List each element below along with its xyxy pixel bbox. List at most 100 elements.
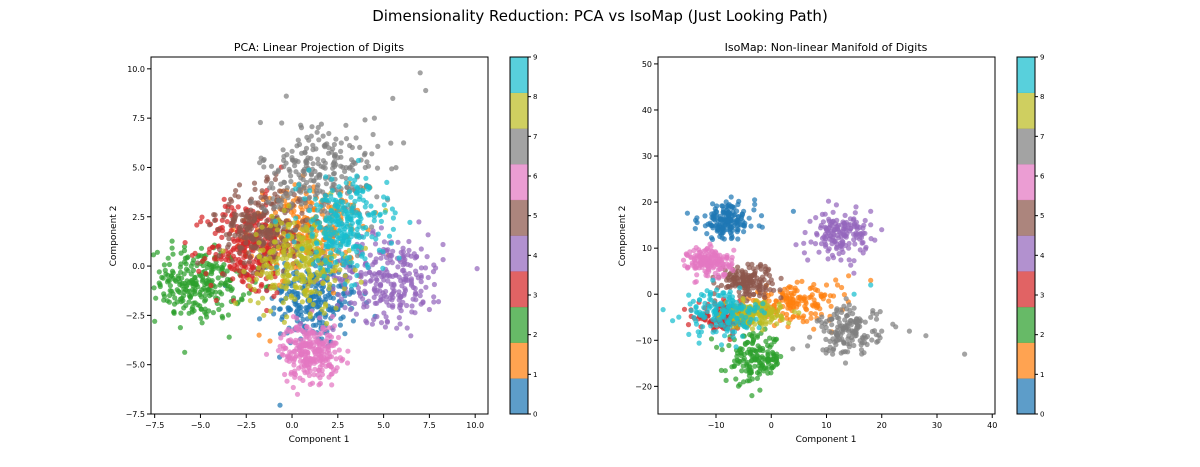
- isomap-point: [854, 231, 861, 237]
- isomap-point: [740, 363, 746, 369]
- isomap-colorbar-segment: [1017, 92, 1035, 129]
- pca-point: [384, 318, 390, 324]
- pca-point: [268, 163, 275, 169]
- pca-point: [348, 223, 354, 229]
- pca-point: [251, 180, 258, 186]
- isomap-point: [741, 277, 747, 283]
- pca-colorbar-segment: [510, 92, 528, 129]
- pca-point: [371, 259, 377, 265]
- pca-point: [389, 166, 395, 172]
- isomap-point: [784, 311, 790, 317]
- isomap-colorbar-frame: [1016, 56, 1036, 415]
- isomap-point: [800, 319, 806, 325]
- pca-point: [314, 270, 320, 276]
- pca-point: [390, 226, 396, 232]
- isomap-x-tick-label: 20: [877, 421, 887, 430]
- pca-point: [291, 239, 297, 245]
- isomap-point: [714, 225, 721, 231]
- isomap-point: [814, 230, 820, 237]
- pca-point: [243, 214, 249, 220]
- isomap-point: [874, 311, 880, 317]
- isomap-point: [846, 344, 853, 350]
- pca-point: [271, 204, 277, 210]
- pca-point: [322, 303, 329, 309]
- isomap-point: [834, 314, 840, 321]
- pca-point: [260, 228, 266, 234]
- pca-point: [331, 323, 337, 329]
- pca-point: [249, 264, 255, 270]
- pca-point: [355, 219, 361, 225]
- pca-point: [259, 188, 265, 194]
- pca-point: [418, 288, 424, 294]
- isomap-series-9: [660, 277, 874, 350]
- pca-point: [302, 288, 308, 294]
- pca-point: [299, 299, 305, 305]
- isomap-point: [857, 319, 863, 325]
- pca-point: [356, 223, 362, 229]
- pca-point: [322, 144, 328, 150]
- isomap-point: [750, 338, 757, 344]
- isomap-point: [790, 208, 797, 214]
- pca-point: [226, 201, 232, 207]
- isomap-point: [808, 310, 814, 317]
- isomap-point: [790, 346, 796, 352]
- pca-point: [350, 203, 357, 209]
- isomap-point: [852, 210, 858, 216]
- pca-point: [167, 283, 173, 289]
- pca-point: [244, 208, 250, 215]
- pca-point: [317, 224, 323, 230]
- pca-point: [282, 238, 288, 244]
- pca-point: [271, 247, 277, 253]
- pca-point: [304, 324, 310, 330]
- isomap-point: [848, 335, 855, 341]
- isomap-point: [747, 349, 753, 355]
- isomap-point: [827, 293, 834, 299]
- pca-point: [362, 279, 368, 285]
- isomap-point: [696, 254, 703, 260]
- isomap-point: [792, 287, 798, 294]
- pca-point: [274, 290, 280, 296]
- pca-point: [325, 267, 331, 273]
- isomap-point: [733, 376, 739, 382]
- pca-point: [368, 203, 374, 209]
- pca-point: [264, 174, 270, 180]
- pca-point: [286, 166, 292, 172]
- pca-point: [364, 320, 370, 326]
- pca-point: [212, 230, 218, 236]
- isomap-colorbar-tick-label: 5: [1040, 212, 1044, 220]
- isomap-point: [692, 226, 698, 232]
- pca-point: [365, 212, 372, 218]
- pca-point: [278, 220, 285, 226]
- isomap-point: [725, 211, 732, 218]
- isomap-point: [741, 229, 747, 235]
- isomap-point: [758, 266, 764, 272]
- pca-point: [300, 316, 306, 323]
- pca-point: [420, 300, 426, 306]
- pca-point: [301, 235, 307, 241]
- pca-point: [225, 312, 231, 318]
- pca-point: [183, 287, 189, 293]
- isomap-point: [776, 305, 783, 311]
- pca-point: [160, 275, 166, 281]
- isomap-point: [808, 315, 814, 321]
- pca-point: [289, 148, 295, 154]
- isomap-point: [834, 332, 840, 338]
- isomap-point: [768, 342, 774, 348]
- pca-point: [290, 384, 296, 391]
- isomap-point: [729, 310, 735, 316]
- pca-point: [281, 224, 287, 230]
- isomap-point: [801, 296, 808, 302]
- isomap-point: [766, 272, 773, 279]
- pca-point: [303, 348, 309, 354]
- pca-point: [300, 176, 306, 183]
- pca-point: [203, 280, 209, 286]
- isomap-x-axis-label: Component 1: [796, 435, 857, 445]
- pca-point: [206, 222, 213, 228]
- pca-point: [307, 279, 313, 285]
- pca-point: [284, 277, 290, 283]
- pca-point: [298, 312, 304, 318]
- pca-point: [291, 362, 297, 368]
- pca-point: [374, 300, 380, 306]
- isomap-y-tick-label: 30: [642, 152, 652, 161]
- pca-y-tick-label: 5.0: [132, 163, 145, 172]
